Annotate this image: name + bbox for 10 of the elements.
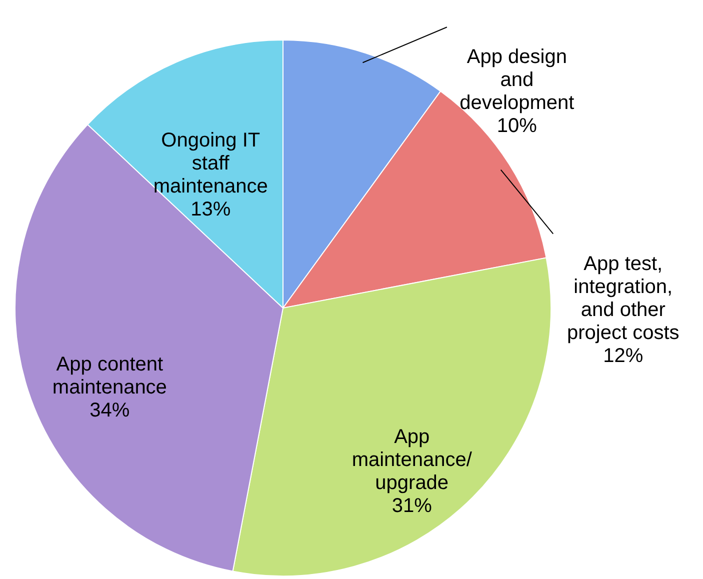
slice-label: App content maintenance: [52, 353, 167, 398]
slice-label: App test, integration, and other project costs: [567, 252, 680, 344]
slice-label: App design and development: [460, 46, 575, 114]
data-label: 10%: [496, 115, 538, 138]
slice-label: App maintenance/ upgrade: [352, 426, 472, 494]
data-label: 31%: [392, 494, 432, 517]
slice-label: Ongoing IT staff maintenance: [153, 130, 268, 198]
data-label: 34%: [90, 399, 130, 422]
data-label: 13%: [190, 198, 231, 221]
data-label: 12%: [603, 344, 644, 367]
